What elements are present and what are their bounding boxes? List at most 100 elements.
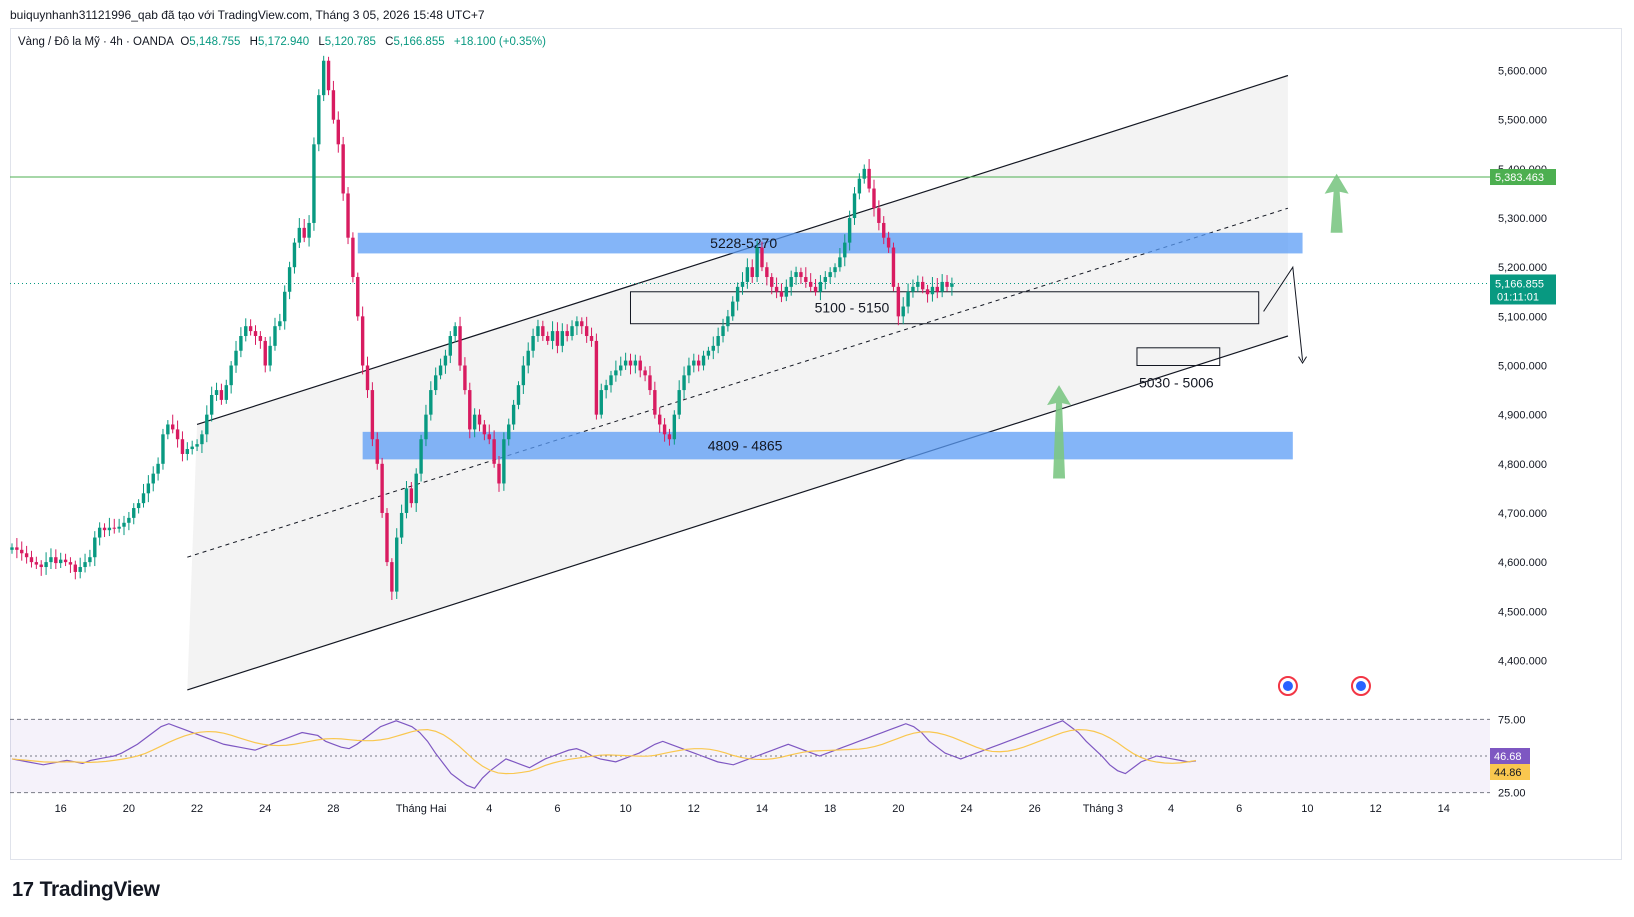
candle-body[interactable] (287, 267, 292, 292)
candle-body[interactable] (472, 414, 477, 430)
candle-body[interactable] (414, 473, 418, 504)
candle-body[interactable] (687, 365, 691, 376)
candle-body[interactable] (307, 222, 311, 238)
candle-body[interactable] (906, 291, 910, 307)
candle-body[interactable] (653, 390, 657, 415)
candle-body[interactable] (258, 336, 263, 341)
candle-body[interactable] (502, 439, 506, 484)
candle-body[interactable] (161, 434, 165, 464)
candle-body[interactable] (34, 562, 39, 565)
candle-body[interactable] (721, 326, 725, 337)
candle-body[interactable] (375, 439, 379, 464)
candle-body[interactable] (857, 178, 862, 194)
candle-body[interactable] (521, 365, 526, 386)
candle-body[interactable] (326, 60, 331, 91)
candle-body[interactable] (745, 267, 750, 282)
candle-body[interactable] (774, 286, 779, 292)
candle-body[interactable] (136, 503, 141, 509)
candle-body[interactable] (385, 512, 389, 563)
candle-body[interactable] (716, 336, 720, 346)
candle-body[interactable] (682, 375, 686, 391)
candle-body[interactable] (302, 227, 306, 238)
candle-body[interactable] (891, 247, 896, 287)
level-tag[interactable] (1490, 169, 1556, 186)
candle-body[interactable] (93, 537, 97, 558)
candle-body[interactable] (852, 193, 857, 219)
candle-body[interactable] (83, 562, 87, 568)
zone-3[interactable] (1136, 347, 1221, 367)
candle-body[interactable] (175, 429, 180, 440)
candle-body[interactable] (68, 562, 73, 565)
candle-body[interactable] (390, 562, 394, 592)
candle-body[interactable] (278, 321, 282, 327)
candle-body[interactable] (546, 336, 550, 341)
candle-body[interactable] (429, 390, 433, 415)
candle-body[interactable] (536, 326, 540, 337)
candle-body[interactable] (813, 286, 818, 292)
candle-body[interactable] (760, 247, 764, 268)
candle-body[interactable] (843, 242, 847, 258)
candle-body[interactable] (560, 331, 565, 346)
candle-body[interactable] (477, 414, 482, 425)
candle-body[interactable] (526, 350, 530, 366)
candle-body[interactable] (380, 463, 384, 513)
candle-body[interactable] (570, 326, 574, 337)
candle-body[interactable] (234, 350, 238, 366)
candle-body[interactable] (341, 144, 345, 194)
candle-body[interactable] (102, 527, 107, 531)
candle-body[interactable] (268, 345, 272, 366)
candle-body[interactable] (550, 331, 555, 341)
candle-body[interactable] (701, 355, 706, 366)
candle-body[interactable] (317, 95, 321, 145)
candle-body[interactable] (584, 326, 589, 337)
candle-body[interactable] (901, 306, 905, 317)
candle-body[interactable] (555, 331, 560, 346)
candle-body[interactable] (604, 385, 608, 391)
candle-body[interactable] (516, 385, 521, 405)
candle-body[interactable] (453, 326, 457, 337)
candle-body[interactable] (360, 316, 365, 366)
candle-body[interactable] (872, 188, 876, 209)
candle-body[interactable] (458, 326, 462, 366)
candle-body[interactable] (219, 390, 224, 400)
candle-body[interactable] (638, 360, 642, 371)
candle-body[interactable] (248, 326, 253, 332)
candle-body[interactable] (706, 350, 711, 356)
candle-body[interactable] (609, 375, 613, 386)
candle-body[interactable] (146, 483, 151, 494)
candle-body[interactable] (395, 537, 399, 592)
candle-body[interactable] (541, 326, 545, 337)
candle-body[interactable] (229, 365, 233, 386)
zone-0[interactable] (357, 232, 1303, 254)
candle-body[interactable] (575, 321, 579, 327)
candle-body[interactable] (765, 267, 769, 278)
tradingview-logo[interactable]: 17 TradingView (12, 878, 160, 902)
candle-body[interactable] (399, 512, 404, 538)
candle-body[interactable] (127, 517, 131, 523)
price-tag[interactable] (1490, 274, 1556, 305)
candle-body[interactable] (156, 463, 160, 474)
candle-body[interactable] (356, 277, 360, 317)
candle-body[interactable] (312, 144, 316, 223)
candle-body[interactable] (263, 340, 267, 366)
candle-body[interactable] (73, 564, 78, 572)
candle-body[interactable] (789, 277, 793, 287)
channel-mid-line[interactable] (187, 207, 1289, 558)
candle-body[interactable] (511, 404, 516, 425)
candle-body[interactable] (594, 340, 599, 415)
candle-body[interactable] (672, 414, 677, 440)
candle-body[interactable] (658, 414, 662, 425)
candle-body[interactable] (292, 242, 297, 268)
candle-body[interactable] (925, 289, 930, 295)
candle-body[interactable] (619, 365, 623, 371)
candle-body[interactable] (507, 424, 511, 440)
arrow-up-green-right[interactable] (1324, 173, 1349, 233)
candle-body[interactable] (443, 355, 448, 366)
candle-body[interactable] (735, 286, 740, 302)
candle-body[interactable] (59, 559, 63, 564)
candle-body[interactable] (497, 463, 501, 484)
candle-body[interactable] (54, 557, 58, 564)
candle-body[interactable] (886, 237, 891, 248)
zone-2[interactable] (629, 291, 1260, 325)
candle-body[interactable] (44, 562, 48, 568)
